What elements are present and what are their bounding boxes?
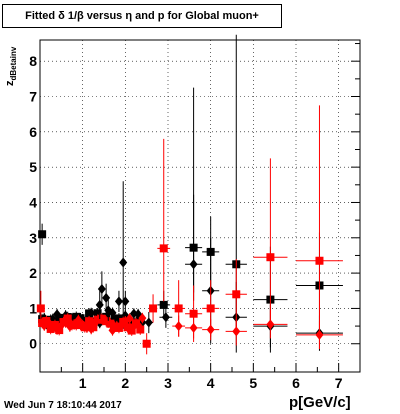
- data-point-diamond: [95, 299, 104, 310]
- title-box: Fitted δ 1/β versus η and p for Global m…: [2, 4, 282, 28]
- data-point-square: [123, 323, 132, 332]
- data-point-diamond: [125, 313, 134, 324]
- data-point-square: [159, 244, 168, 253]
- x-tick-label: 7: [335, 375, 343, 391]
- y-tick-label: 6: [29, 124, 37, 140]
- y-axis-label: zdBetainv: [4, 47, 18, 86]
- data-point-diamond: [87, 308, 96, 319]
- data-point-square: [36, 304, 45, 313]
- y-tick-label: 2: [29, 265, 37, 281]
- data-point-square: [68, 315, 76, 324]
- data-point-square: [142, 339, 151, 348]
- data-point-square: [55, 326, 64, 335]
- x-tick-label: 1: [79, 375, 87, 391]
- y-tick-label: 4: [29, 194, 37, 210]
- data-point-diamond: [121, 296, 130, 307]
- data-point-square: [206, 304, 215, 313]
- data-point-square: [38, 230, 47, 239]
- y-axis-label-main: z: [4, 80, 16, 87]
- data-point-square: [266, 253, 275, 262]
- data-point-diamond: [144, 317, 153, 328]
- data-point-square: [63, 314, 72, 323]
- data-point-square: [232, 290, 241, 299]
- plot-frame: [39, 39, 361, 373]
- data-point-diamond: [104, 305, 113, 316]
- y-tick-label: 8: [29, 53, 37, 69]
- data-point-square: [106, 319, 115, 328]
- data-point-square: [174, 304, 183, 313]
- y-tick-label: 1: [29, 300, 37, 316]
- data-point-square: [127, 326, 136, 335]
- data-point-diamond: [189, 259, 198, 270]
- footer-timestamp: Wed Jun 7 18:10:44 2017: [4, 400, 122, 411]
- data-point-square: [189, 309, 198, 318]
- data-point-square: [72, 321, 81, 330]
- chart-title: Fitted δ 1/β versus η and p for Global m…: [25, 10, 259, 22]
- data-point-square: [110, 315, 119, 324]
- data-point-diamond: [232, 326, 241, 337]
- y-tick-label: 7: [29, 89, 37, 105]
- data-point-square: [315, 256, 324, 265]
- data-point-square: [93, 309, 102, 318]
- data-point-diamond: [174, 321, 183, 332]
- y-axis-label-sub: dBetainv: [9, 46, 18, 81]
- x-tick-label: 4: [207, 375, 215, 391]
- data-point-square: [136, 325, 145, 334]
- data-point-square: [159, 300, 168, 309]
- data-point-diamond: [189, 322, 198, 333]
- data-point-square: [38, 319, 47, 328]
- x-tick-label: 2: [121, 375, 129, 391]
- data-point-square: [89, 323, 98, 332]
- data-point-square: [149, 304, 158, 313]
- y-tick-label: 3: [29, 230, 37, 246]
- data-point-square: [72, 312, 81, 321]
- x-tick-label: 5: [249, 375, 257, 391]
- data-point-square: [50, 320, 59, 329]
- data-point-diamond: [315, 329, 324, 340]
- data-point-square: [85, 317, 94, 326]
- y-tick-label: 5: [29, 159, 37, 175]
- x-tick-label: 3: [164, 375, 172, 391]
- data-point-diamond: [161, 312, 170, 323]
- data-point-diamond: [119, 257, 128, 268]
- data-point-diamond: [206, 324, 215, 335]
- y-tick-label: 0: [29, 336, 37, 352]
- data-point-diamond: [266, 319, 275, 330]
- x-axis-label: p[GeV/c]: [289, 394, 351, 411]
- data-point-diamond: [138, 313, 147, 324]
- data-point-diamond: [114, 296, 123, 307]
- data-point-square: [114, 314, 123, 323]
- x-tick-label: 6: [292, 375, 300, 391]
